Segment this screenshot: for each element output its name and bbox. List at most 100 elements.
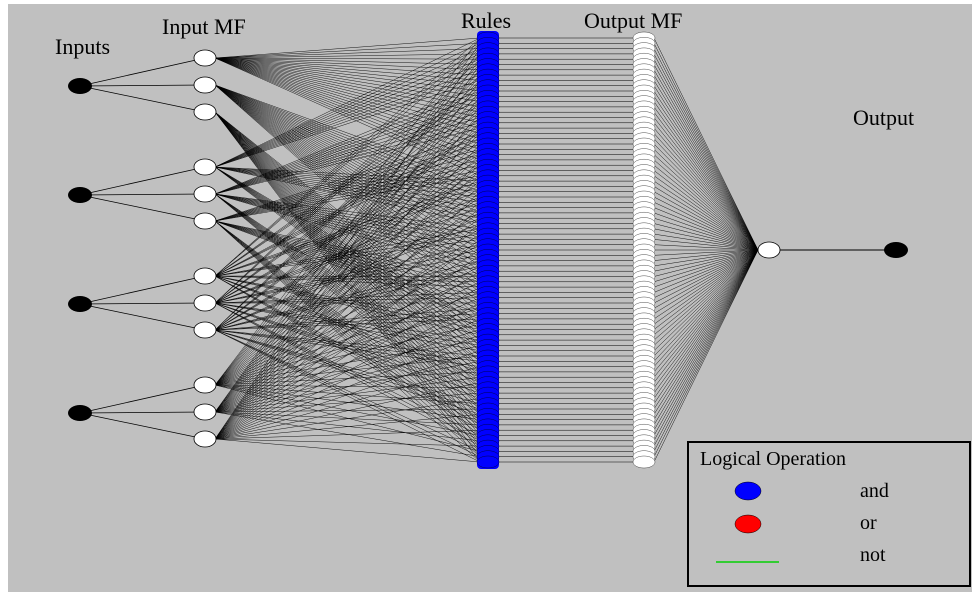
mf-rule-link [214,57,481,60]
mf-rule-link [214,166,481,208]
outputmf-output-link [653,249,759,383]
mf-rule-link [214,69,481,331]
mf-rule-link [214,84,481,309]
mf-rule-link [214,57,481,97]
mf-rule-link [214,398,481,440]
outputmf-output-link [653,122,759,251]
mf-rule-link [214,193,481,404]
outputmf-output-link [653,106,759,251]
input-node [68,405,92,421]
rules-label: Rules [461,8,511,33]
mf-rule-link [214,220,481,426]
mf-rule-link [214,193,481,399]
mf-rule-link [214,329,481,357]
mf-rule-link [214,57,481,65]
mf-rule-link [214,384,481,404]
mf-rule-link [214,220,481,436]
mf-rule-link [214,193,481,272]
outputmf-output-link [653,239,759,251]
input-mf-link [79,85,206,113]
mf-rule-link [214,43,481,168]
mf-rule-link [214,302,481,436]
mf-rule-link [214,111,481,463]
mf-rule-link [214,159,481,222]
input-mf-link [79,193,206,196]
mf-rule-link [214,43,481,59]
input-mf-node [193,49,217,67]
mf-rule-link [214,275,481,420]
outputmf-output-link [653,249,759,309]
input-mf-node [193,376,217,394]
mf-rule-link [214,329,481,413]
mf-rule-link [214,84,481,320]
mf-rule-link [214,166,481,367]
mf-rule-link [214,57,481,134]
mf-rule-link [214,376,481,413]
mf-rule-link [214,166,481,192]
mf-rule-link [214,101,481,386]
mf-rule-link [214,281,481,413]
outputmf-output-link [653,249,759,378]
mf-rule-link [214,57,481,171]
mf-rule-link [214,57,481,177]
input-mf-node [193,294,217,312]
mf-rule-link [214,106,481,195]
mf-rule-link [214,84,481,192]
mf-rule-link [214,57,481,155]
mf-rule-link [214,166,481,219]
outputmf-output-link [653,249,759,447]
mf-rule-link [214,275,481,336]
mf-rule-link [214,275,481,383]
mf-rule-link [214,84,481,272]
output-node [884,242,908,258]
mf-rule-link [214,84,481,251]
outputmf-output-link [653,212,759,251]
outputmf-output-link [653,207,759,251]
mf-rule-link [214,166,481,341]
outputmf-output-link [653,80,759,251]
mf-rule-link [214,117,481,195]
mf-rule-link [214,220,481,288]
outputmf-output-link [653,249,759,277]
outputmf-output-link [653,165,759,251]
mf-rule-link [214,57,481,139]
input-mf-node [193,158,217,176]
mf-rule-link [214,193,481,230]
outputmf-output-link [653,149,759,251]
mf-rule-link [214,166,481,362]
mf-rule-link [214,57,481,150]
mf-rule-link [214,57,481,108]
input-node [68,296,92,312]
output-label: Output [853,105,914,130]
input-mf-link [79,57,206,87]
mf-rule-link [214,193,481,251]
input-mf-link [79,384,206,414]
outputmf-output-link [653,249,759,357]
outputmf-output-link [653,249,759,367]
mf-rule-link [214,302,481,341]
mf-rule-link [214,411,481,442]
mf-rule-link [214,382,481,440]
mf-rule-link [214,302,481,389]
mf-rule-link [214,166,481,325]
mf-rule-link [214,111,481,346]
outputmf-output-link [653,59,759,251]
legend-and-label: and [860,480,889,502]
mf-rule-link [214,84,481,261]
outputmf-output-link [653,133,759,251]
mf-rule-link [214,355,481,386]
legend-or-symbol [734,514,762,534]
input-mf-link [79,412,206,440]
outputmf-output-link [653,249,759,346]
outputmf-output-link [653,249,759,256]
mf-rule-link [214,154,481,222]
mf-rule-link [214,193,481,410]
outputmf-output-link [653,249,759,325]
mf-rule-link [214,111,481,325]
input-mf-node [193,430,217,448]
mf-rule-link [214,193,481,383]
input-mf-link [79,302,206,305]
mf-rule-link [214,111,481,341]
mf-rule-link [214,166,481,224]
outputmf-output-link [653,112,759,251]
